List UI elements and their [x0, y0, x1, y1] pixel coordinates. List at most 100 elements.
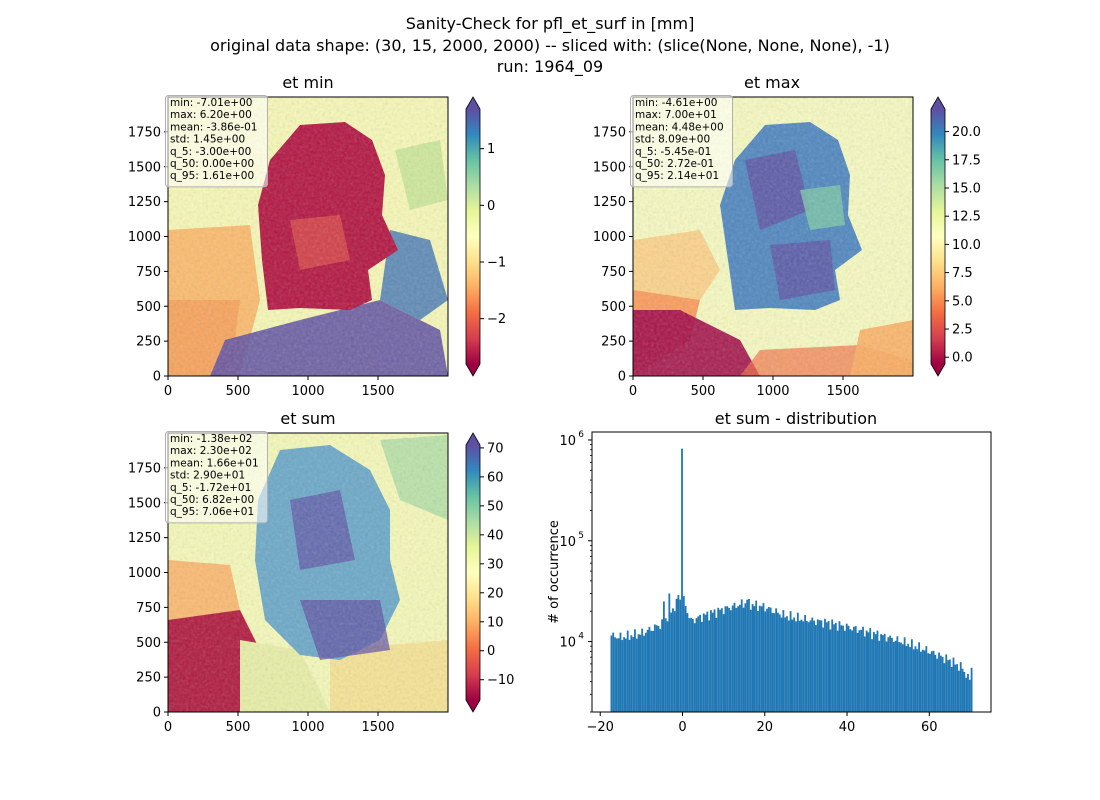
histogram-bar: [938, 652, 940, 712]
histogram-bar: [673, 611, 676, 712]
histogram-bar: [912, 649, 915, 712]
histogram-bar: [639, 634, 642, 712]
x-tick-label: 0: [678, 720, 686, 735]
x-tick-label: 500: [226, 720, 251, 735]
histogram-bar: [965, 677, 968, 712]
histogram-bar: [862, 626, 864, 712]
histogram-bar: [789, 611, 792, 712]
x-axis: 0 500 1000 1500: [629, 376, 860, 399]
histogram-bar: [787, 620, 790, 712]
x-tick-label: 1500: [361, 384, 394, 399]
histogram-bar: [670, 612, 673, 712]
colorbar-extend-max: [466, 433, 480, 445]
histogram-bar: [775, 608, 778, 712]
x-axis: −20 0 20 40 60: [587, 712, 938, 735]
histogram-bar: [793, 617, 796, 712]
histogram-bar: [796, 612, 799, 712]
histogram-bar: [758, 605, 761, 712]
histogram-bar: [943, 663, 946, 712]
histogram-bar: [968, 679, 971, 712]
colorbar-tick-label: 15.0: [952, 181, 981, 196]
histogram-bar: [733, 602, 736, 712]
stat-line: max: 6.20e+00: [170, 109, 252, 121]
histogram-bar: [684, 606, 687, 712]
histogram-bar: [641, 628, 644, 712]
histogram-bar: [702, 613, 705, 712]
histogram-bar: [927, 653, 930, 712]
histogram-bar: [652, 630, 654, 712]
y-tick-label: 500: [601, 300, 626, 315]
histogram-bar: [699, 614, 702, 712]
y-tick-label: 500: [136, 636, 161, 651]
stat-line: max: 2.30e+02: [170, 445, 252, 457]
y-tick-label: 0: [153, 706, 161, 721]
x-tick-label: 20: [756, 720, 773, 735]
histogram-bar: [648, 626, 651, 712]
histogram-bar: [947, 660, 949, 712]
histogram-bar: [688, 618, 691, 712]
histogram-bar: [910, 639, 913, 712]
panel-title: et min: [282, 73, 333, 92]
histogram-bar: [662, 601, 665, 712]
histogram-bar: [822, 627, 825, 712]
histogram-bar: [807, 622, 810, 712]
histogram-bar: [710, 610, 712, 712]
histogram-bar: [791, 619, 794, 712]
histogram-bar: [778, 614, 781, 712]
panel-title: et sum - distribution: [715, 409, 877, 428]
histogram-bar: [961, 668, 964, 712]
y-tick-label: 10: [559, 535, 576, 550]
histogram-bar: [677, 594, 680, 712]
axes-frame: [591, 431, 992, 713]
histogram-bar: [885, 641, 888, 712]
histogram-bar: [905, 646, 908, 712]
y-tick-label: 1000: [128, 566, 161, 581]
histogram-bar: [959, 662, 962, 712]
histogram-bar: [836, 630, 839, 712]
y-tick-label: 750: [601, 265, 626, 280]
colorbar-tick-label: 20.0: [952, 125, 981, 140]
histogram-bar: [653, 624, 656, 712]
histogram-bar: [697, 616, 700, 712]
histogram-bar: [849, 629, 852, 712]
y-tick-exponent: 6: [578, 430, 584, 440]
histogram-bar: [690, 617, 692, 712]
histogram-bar: [804, 615, 806, 712]
histogram-bar: [731, 605, 734, 712]
histogram-bar: [963, 672, 966, 712]
histogram-bar: [892, 641, 895, 712]
histogram-bar: [610, 635, 613, 712]
histogram-bar: [865, 630, 868, 712]
panel-et-sum-distribution: et sum - distribution −20 0 20 40 60 10 410 51…: [547, 409, 992, 735]
histogram-bar: [883, 633, 886, 712]
histogram-bar: [614, 637, 616, 712]
histogram-bar: [773, 613, 776, 712]
x-axis: 0 500 1000 1500: [164, 712, 395, 735]
histogram-bar: [921, 649, 924, 712]
histogram-bar: [621, 640, 624, 712]
histogram-bar: [934, 654, 937, 712]
histogram-bar: [769, 607, 772, 712]
histogram-bar: [891, 637, 893, 712]
y-tick-label: 1250: [128, 531, 161, 546]
histogram-bar: [666, 621, 669, 712]
histogram-bar: [728, 607, 730, 712]
histogram-bar: [853, 626, 855, 712]
histogram-bar: [693, 623, 696, 712]
histogram-bar: [742, 607, 745, 712]
histogram-bar: [679, 599, 682, 712]
histogram-bar: [630, 635, 633, 712]
histogram-bar: [923, 650, 926, 712]
y-tick-label: 1000: [128, 230, 161, 245]
histogram-bar: [860, 629, 863, 712]
colorbar-tick-label: 70: [487, 441, 504, 456]
histogram-bar: [644, 632, 647, 712]
x-tick-label: −20: [587, 720, 614, 735]
histogram-bar: [746, 599, 749, 712]
x-tick-label: 60: [921, 720, 938, 735]
histogram-bar: [878, 640, 881, 712]
histogram-bar: [901, 644, 904, 712]
panel-et-min: et min 0 500 1000 1500 0 250 500 750 1000 1250 15…: [128, 73, 506, 399]
histogram-bar: [958, 670, 960, 712]
colorbar-tick-label: 2.5: [952, 323, 973, 338]
